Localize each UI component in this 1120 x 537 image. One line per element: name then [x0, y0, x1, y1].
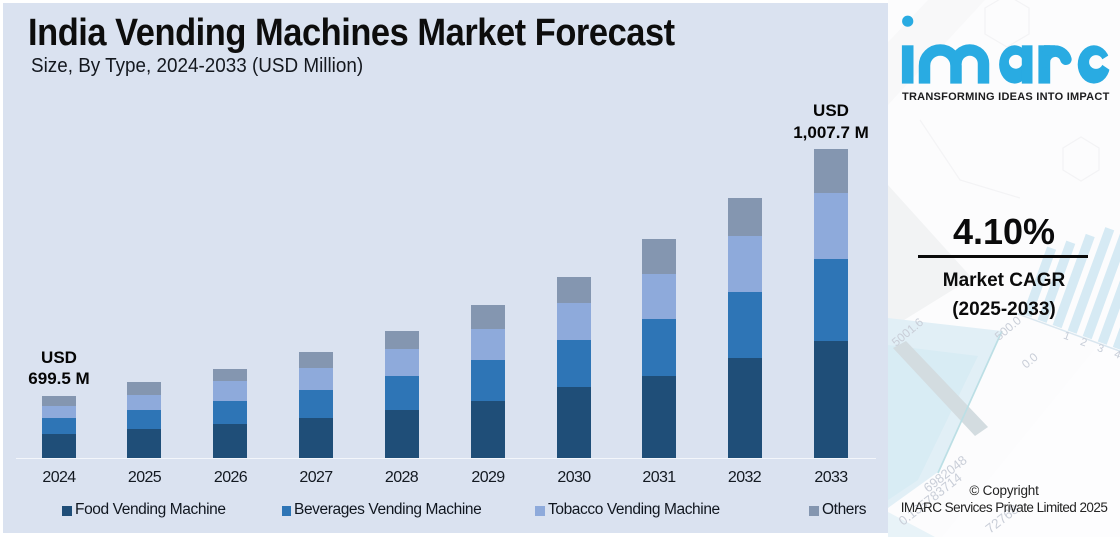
svg-text:0.0: 0.0: [1019, 350, 1041, 372]
svg-text:2: 2: [1079, 336, 1089, 349]
svg-text:1: 1: [1062, 330, 1072, 343]
svg-text:3: 3: [1096, 342, 1106, 355]
svg-text:4: 4: [1112, 348, 1120, 361]
